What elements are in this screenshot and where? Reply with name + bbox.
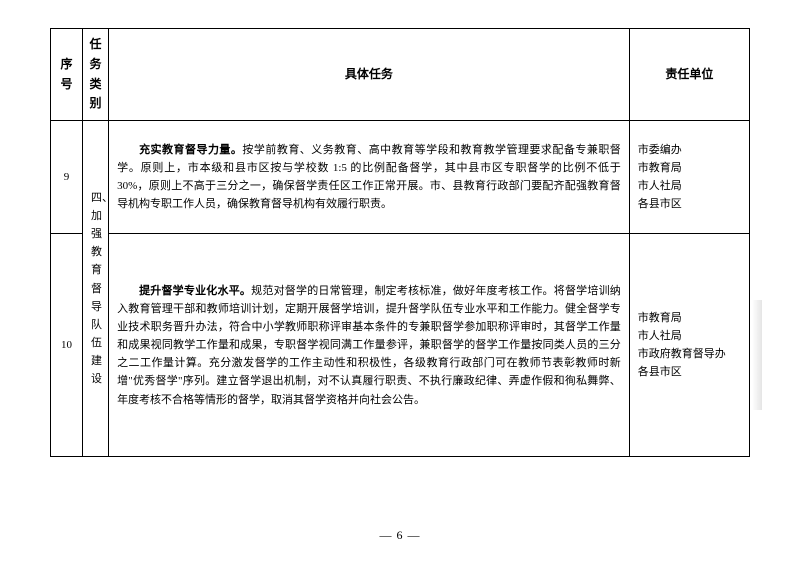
task-title: 充实教育督导力量。	[139, 144, 242, 156]
table-row: 10 提升督学专业化水平。规范对督学的日常管理，制定考核标准，做好年度考核工作。…	[51, 234, 750, 457]
dept-item: 市人社局	[638, 177, 741, 195]
task-table: 序号 任务 类别 具体任务 责任单位 9 四、加强教育督导队伍建设	[50, 28, 750, 457]
col-header-seq: 序号	[51, 29, 83, 121]
page-number: — 6 —	[0, 528, 800, 543]
dept-item: 市人社局	[638, 327, 741, 345]
col-header-category: 任务 类别	[83, 29, 109, 121]
dept-item: 市教育局	[638, 309, 741, 327]
cell-seq: 9	[51, 121, 83, 234]
task-body: 规范对督学的日常管理，制定考核标准，做好年度考核工作。将督学培训纳入教育管理干部…	[117, 285, 621, 406]
cell-task: 提升督学专业化水平。规范对督学的日常管理，制定考核标准，做好年度考核工作。将督学…	[109, 234, 630, 457]
category-label: 四、加强教育督导队伍建设	[91, 189, 100, 389]
cell-dept: 市教育局 市人社局 市政府教育督导办 各县市区	[629, 234, 749, 457]
dept-item: 各县市区	[638, 195, 741, 213]
dept-item: 市委编办	[638, 141, 741, 159]
table-row: 9 四、加强教育督导队伍建设 充实教育督导力量。按学前教育、义务教育、高中教育等…	[51, 121, 750, 234]
document-page: 序号 任务 类别 具体任务 责任单位 9 四、加强教育督导队伍建设	[0, 0, 800, 565]
table-header-row: 序号 任务 类别 具体任务 责任单位	[51, 29, 750, 121]
task-title: 提升督学专业化水平。	[139, 285, 251, 297]
cell-dept: 市委编办 市教育局 市人社局 各县市区	[629, 121, 749, 234]
dept-item: 市政府教育督导办	[638, 345, 741, 363]
col-header-task: 具体任务	[109, 29, 630, 121]
dept-item: 市教育局	[638, 159, 741, 177]
cell-seq: 10	[51, 234, 83, 457]
page-shadow	[752, 300, 762, 410]
cell-category: 四、加强教育督导队伍建设	[83, 121, 109, 457]
dept-item: 各县市区	[638, 363, 741, 381]
col-header-dept: 责任单位	[629, 29, 749, 121]
cell-task: 充实教育督导力量。按学前教育、义务教育、高中教育等学段和教育教学管理要求配备专兼…	[109, 121, 630, 234]
